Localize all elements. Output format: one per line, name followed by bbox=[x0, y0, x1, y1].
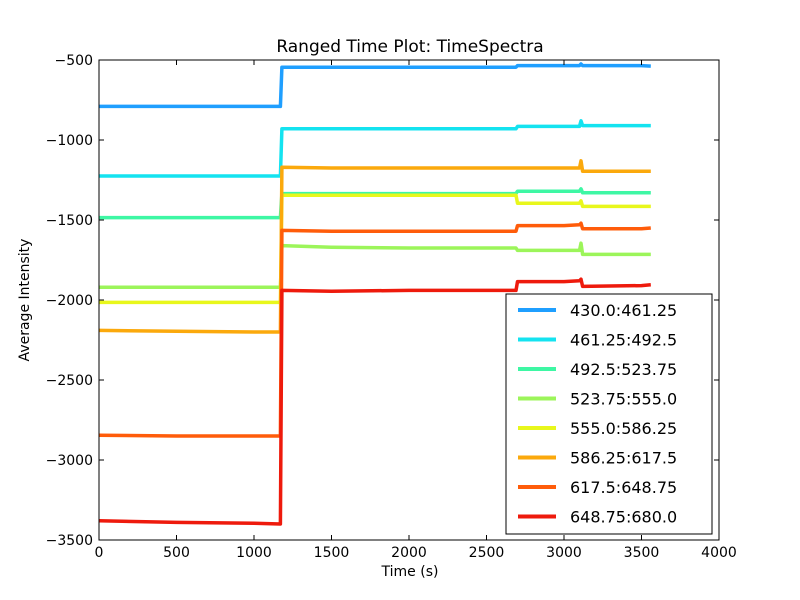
x-tick-label: 4000 bbox=[701, 545, 737, 561]
series-line-1 bbox=[99, 62, 651, 109]
series-line-8 bbox=[98, 277, 651, 526]
y-tick-label: −3500 bbox=[46, 533, 93, 549]
legend-label: 430.0:461.25 bbox=[570, 301, 677, 320]
legend-label: 586.25:617.5 bbox=[570, 449, 677, 468]
y-tick-label: −1500 bbox=[46, 213, 93, 229]
y-tick-label: −3000 bbox=[46, 453, 93, 469]
legend-label: 617.5:648.75 bbox=[570, 478, 677, 497]
legend-label: 492.5:523.75 bbox=[570, 360, 677, 379]
x-tick-label: 2500 bbox=[469, 545, 505, 561]
legend-label: 523.75:555.0 bbox=[570, 390, 677, 409]
series-line-7 bbox=[98, 221, 651, 438]
y-axis: −3500 −3000 −2500 −2000 −1500 −1000 −500 bbox=[46, 53, 719, 549]
x-tick-label: 2000 bbox=[391, 545, 427, 561]
x-tick-label: 3500 bbox=[624, 545, 660, 561]
y-tick-label: −2500 bbox=[46, 373, 93, 389]
x-tick-label: 3000 bbox=[546, 545, 582, 561]
x-axis-label: Time (s) bbox=[381, 564, 439, 580]
series-layer bbox=[98, 62, 651, 526]
chart-title: Ranged Time Plot: TimeSpectra bbox=[276, 37, 543, 57]
series-line-2 bbox=[99, 119, 651, 178]
legend-label: 461.25:492.5 bbox=[570, 331, 677, 350]
legend-box bbox=[505, 293, 713, 535]
y-tick-label: −500 bbox=[55, 53, 93, 69]
legend-label: 648.75:680.0 bbox=[570, 508, 677, 527]
x-tick-label: 0 bbox=[95, 545, 104, 561]
y-axis-label: Average Intensity bbox=[17, 239, 33, 362]
x-tick-label: 500 bbox=[163, 545, 190, 561]
legend-label: 555.0:586.25 bbox=[570, 419, 677, 438]
series-line-5 bbox=[99, 193, 651, 305]
x-axis: 0 500 1000 1500 2000 2500 3000 3500 4000 bbox=[95, 60, 737, 561]
x-tick-label: 1500 bbox=[314, 545, 350, 561]
y-tick-label: −2000 bbox=[46, 293, 93, 309]
y-tick-label: −1000 bbox=[46, 133, 93, 149]
legend: 430.0:461.25 461.25:492.5 492.5:523.75 523.… bbox=[505, 293, 713, 535]
x-tick-label: 1000 bbox=[236, 545, 272, 561]
series-line-4 bbox=[99, 241, 651, 289]
series-line-6 bbox=[98, 159, 651, 334]
